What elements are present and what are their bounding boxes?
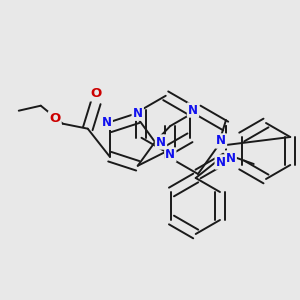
Text: N: N: [216, 155, 226, 169]
Text: O: O: [49, 112, 60, 125]
Text: N: N: [226, 152, 236, 164]
Text: N: N: [102, 116, 112, 129]
Text: N: N: [216, 134, 226, 148]
Text: N: N: [188, 103, 198, 116]
Text: O: O: [90, 87, 101, 100]
Text: N: N: [156, 136, 166, 148]
Text: N: N: [133, 107, 143, 120]
Text: N: N: [165, 148, 175, 161]
